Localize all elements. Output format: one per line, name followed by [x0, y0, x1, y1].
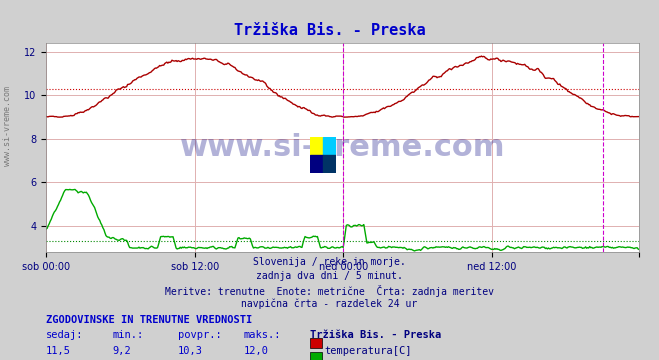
- Text: zadnja dva dni / 5 minut.: zadnja dva dni / 5 minut.: [256, 271, 403, 281]
- Text: Tržiška Bis. - Preska: Tržiška Bis. - Preska: [310, 330, 441, 340]
- Bar: [323, 155, 336, 173]
- Text: povpr.:: povpr.:: [178, 330, 221, 340]
- Text: Tržiška Bis. - Preska: Tržiška Bis. - Preska: [234, 23, 425, 39]
- Text: www.si-vreme.com: www.si-vreme.com: [180, 133, 505, 162]
- Bar: [310, 137, 323, 155]
- Bar: [323, 137, 336, 155]
- Text: 11,5: 11,5: [46, 346, 71, 356]
- Bar: [310, 155, 323, 173]
- Text: maks.:: maks.:: [244, 330, 281, 340]
- Text: sedaj:: sedaj:: [46, 330, 84, 340]
- Text: 12,0: 12,0: [244, 346, 269, 356]
- Text: 10,3: 10,3: [178, 346, 203, 356]
- Text: www.si-vreme.com: www.si-vreme.com: [3, 86, 13, 166]
- Text: ZGODOVINSKE IN TRENUTNE VREDNOSTI: ZGODOVINSKE IN TRENUTNE VREDNOSTI: [46, 315, 252, 325]
- Text: Meritve: trenutne  Enote: metrične  Črta: zadnja meritev: Meritve: trenutne Enote: metrične Črta: …: [165, 285, 494, 297]
- Text: 9,2: 9,2: [112, 346, 130, 356]
- Text: min.:: min.:: [112, 330, 143, 340]
- Text: Slovenija / reke in morje.: Slovenija / reke in morje.: [253, 257, 406, 267]
- Text: navpična črta - razdelek 24 ur: navpična črta - razdelek 24 ur: [241, 298, 418, 309]
- Text: temperatura[C]: temperatura[C]: [324, 346, 412, 356]
